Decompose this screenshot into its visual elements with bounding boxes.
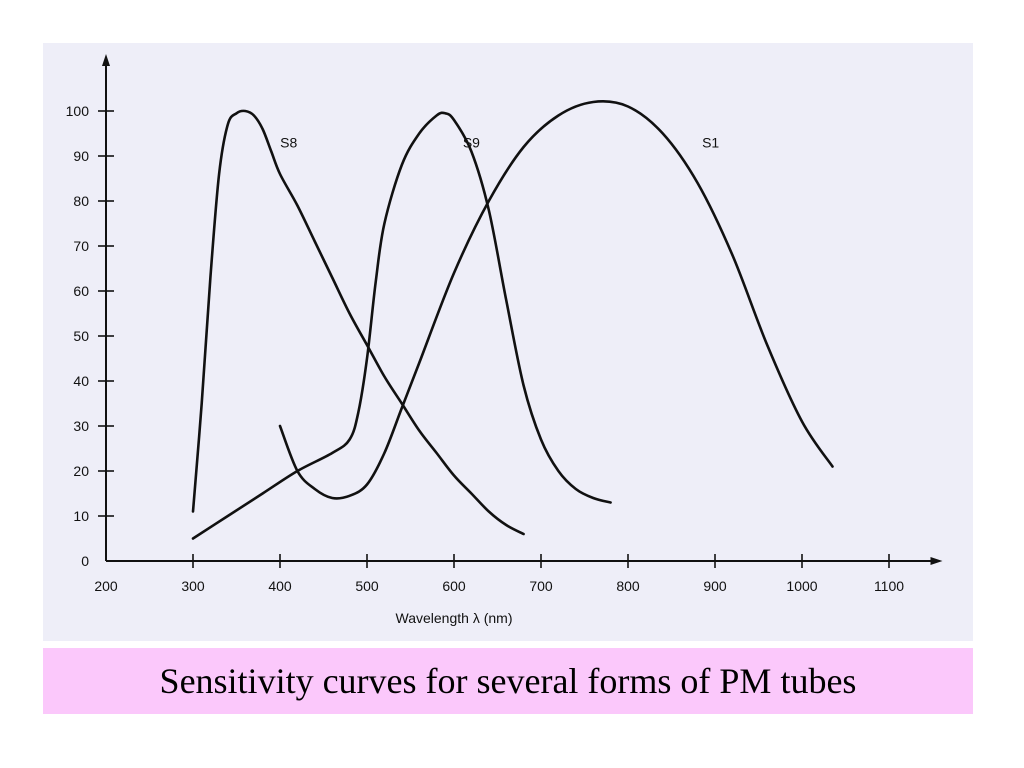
- caption-text: Sensitivity curves for several forms of …: [159, 661, 857, 701]
- series-label-s9: S9: [463, 135, 480, 151]
- x-tick-label: 900: [703, 578, 727, 594]
- series-label-s1: S1: [702, 135, 719, 151]
- x-tick-label: 500: [355, 578, 379, 594]
- sensitivity-chart: 200 300 400 500 600 700 800 900 1000 1100 0 10 20 30 4…: [66, 54, 943, 626]
- y-tick-label: 90: [73, 148, 89, 164]
- y-tick-label: 60: [73, 283, 89, 299]
- x-axis-arrow: [930, 557, 943, 565]
- x-tick-label: 300: [181, 578, 205, 594]
- x-axis-title: Wavelength λ (nm): [396, 610, 513, 626]
- y-tick-label: 50: [73, 328, 89, 344]
- y-tick-label: 10: [73, 508, 89, 524]
- y-tick-label: 100: [66, 103, 90, 119]
- x-tick-label: 200: [94, 578, 118, 594]
- x-tick-label: 600: [442, 578, 466, 594]
- x-tick-label: 700: [529, 578, 553, 594]
- caption-bar: Sensitivity curves for several forms of …: [43, 648, 973, 714]
- x-tick-label: 1100: [874, 578, 904, 594]
- y-tick-label: 40: [73, 373, 89, 389]
- y-tick-label: 70: [73, 238, 89, 254]
- series-label-s8: S8: [280, 135, 297, 151]
- y-tick-label: 20: [73, 463, 89, 479]
- series-line-s8: [191, 109, 525, 536]
- y-tick-label: 30: [73, 418, 89, 434]
- series-line-s1: [278, 100, 834, 500]
- y-tick-label: 80: [73, 193, 89, 209]
- chart-panel: 200 300 400 500 600 700 800 900 1000 1100 0 10 20 30 4…: [43, 43, 973, 641]
- x-tick-label: 1000: [786, 578, 817, 594]
- y-tick-label: 0: [81, 553, 89, 569]
- x-tick-label: 400: [268, 578, 292, 594]
- x-tick-label: 800: [616, 578, 640, 594]
- series-line-s9: [191, 111, 612, 540]
- y-axis-arrow: [102, 54, 110, 66]
